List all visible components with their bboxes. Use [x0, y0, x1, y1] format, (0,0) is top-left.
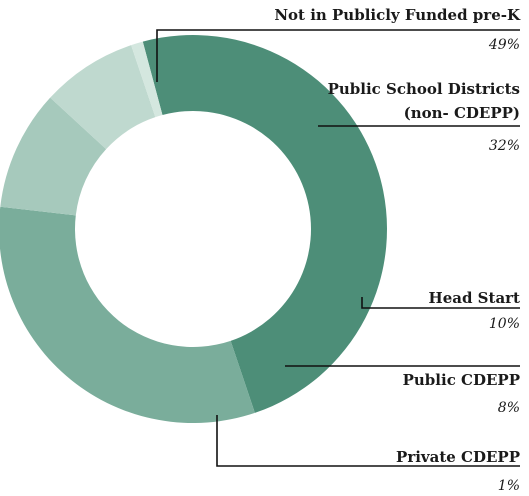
- slice-value-not-in-publicly-funded-pre-k: 49%: [488, 37, 520, 53]
- leader-line-private-cdepp: [216, 415, 520, 467]
- leader-line-head-start: [361, 297, 520, 309]
- slice-private-cdepp: [131, 41, 163, 118]
- slice-label-public-school-districts-non-cdepp-line-1: Public School Districts: [328, 80, 520, 98]
- slice-label-private-cdepp: Private CDEPP: [396, 448, 520, 466]
- slice-value-public-cdepp: 8%: [498, 400, 520, 416]
- slice-public-school-districts-non-cdepp: [0, 206, 255, 423]
- leader-line-not-in-publicly-funded-pre-k: [156, 29, 520, 82]
- slice-public-cdepp: [50, 45, 156, 150]
- slice-head-start: [0, 97, 107, 216]
- slice-label-not-in-publicly-funded-pre-k: Not in Publicly Funded pre-K: [274, 6, 521, 24]
- slice-label-public-cdepp: Public CDEPP: [403, 371, 520, 389]
- slice-value-head-start: 10%: [489, 316, 520, 332]
- slice-not-in-publicly-funded-pre-k: [142, 35, 387, 413]
- slice-value-private-cdepp: 1%: [498, 478, 520, 494]
- slices-layer: [0, 35, 387, 423]
- leaders-layer: [156, 29, 520, 467]
- slice-value-public-school-districts-non-cdepp: 32%: [489, 138, 520, 154]
- slice-label-head-start: Head Start: [429, 289, 521, 307]
- slice-label-public-school-districts-non-cdepp-line-2: (non- CDEPP): [404, 104, 520, 122]
- labels-layer: Not in Publicly Funded pre-K 49% Public Sc…: [274, 6, 521, 494]
